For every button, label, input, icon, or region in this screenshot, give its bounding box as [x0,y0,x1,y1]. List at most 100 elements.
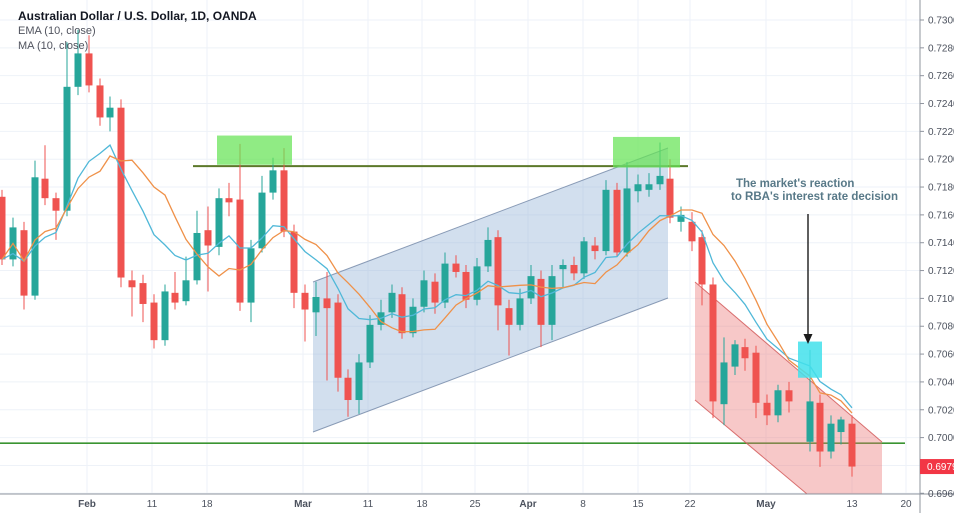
candle[interactable] [837,416,845,445]
candle[interactable] [494,230,502,331]
price-axis-label[interactable]: 0.69600 [928,489,954,500]
candle[interactable] [312,281,320,336]
candle[interactable] [150,294,158,349]
price-axis-label[interactable]: 0.72400 [928,99,954,110]
candle[interactable] [452,255,460,278]
candle[interactable] [441,252,449,309]
candle[interactable] [106,96,114,132]
price-axis-label[interactable]: 0.72800 [928,43,954,54]
candle[interactable] [559,259,567,288]
candle[interactable] [128,270,136,317]
candle[interactable] [247,239,255,323]
candle[interactable] [258,175,266,253]
candle[interactable] [41,145,49,206]
candle[interactable] [236,143,244,311]
price-axis-label[interactable]: 0.71600 [928,210,954,221]
time-axis-label[interactable]: 8 [580,499,586,510]
indicator-ema-label[interactable]: EMA (10, close) [18,25,96,37]
candle[interactable] [720,337,728,426]
candle[interactable] [204,206,212,292]
candle[interactable] [570,256,578,281]
candle[interactable] [301,284,309,342]
candle[interactable] [420,270,428,313]
candle[interactable] [344,369,352,417]
rba-annotation[interactable]: The market's reaction to RBA's interest … [731,178,898,204]
candle[interactable] [537,270,545,348]
time-axis-label[interactable]: 11 [363,499,374,510]
candle[interactable] [752,345,760,419]
candle[interactable] [366,315,374,368]
indicator-ma-label[interactable]: MA (10, close) [18,40,89,52]
time-axis-label[interactable]: 22 [684,499,696,510]
price-axis-label[interactable]: 0.72600 [928,71,954,82]
candle[interactable] [602,180,610,256]
candle[interactable] [827,415,835,459]
candle[interactable] [816,394,824,467]
price-axis-label[interactable]: 0.72200 [928,127,954,138]
candle[interactable] [388,284,396,318]
time-axis-label[interactable]: 25 [469,499,481,510]
candle[interactable] [484,227,492,272]
candle[interactable] [0,189,6,265]
candle[interactable] [785,381,793,413]
candle[interactable] [96,78,104,126]
price-axis-label[interactable]: 0.73000 [928,16,954,27]
candle[interactable] [323,271,331,381]
time-axis-label[interactable]: Apr [519,499,536,510]
time-axis-label[interactable]: 20 [900,499,912,510]
candle[interactable] [290,224,298,309]
candle[interactable] [225,182,233,217]
price-axis-label[interactable]: 0.70400 [928,377,954,388]
candle[interactable] [645,173,653,197]
candle[interactable] [591,237,599,260]
candle[interactable] [161,284,169,346]
candle[interactable] [74,29,82,96]
candle[interactable] [763,394,771,426]
candle[interactable] [63,42,71,217]
candle[interactable] [473,258,481,306]
candle[interactable] [731,340,739,375]
candle[interactable] [774,384,782,423]
candle[interactable] [398,287,406,339]
candle[interactable] [516,288,524,331]
candle[interactable] [505,299,513,356]
candle[interactable] [334,294,342,392]
price-axis-label[interactable]: 0.71200 [928,266,954,277]
candle[interactable] [139,274,147,323]
candle[interactable] [634,174,642,203]
candle[interactable] [709,277,717,419]
price-axis-label[interactable]: 0.71000 [928,294,954,305]
candle[interactable] [580,237,588,279]
price-axis-label[interactable]: 0.71800 [928,183,954,194]
price-axis-label[interactable]: 0.70200 [928,405,954,416]
candle[interactable] [171,271,179,310]
candle[interactable] [688,212,696,252]
price-axis-label[interactable]: 0.70800 [928,322,954,333]
time-axis-label[interactable]: Mar [294,499,312,510]
candle[interactable] [848,415,856,477]
candle[interactable] [355,354,363,414]
candle[interactable] [698,230,706,306]
candle[interactable] [9,217,17,267]
price-axis-label[interactable]: 0.71400 [928,238,954,249]
candle[interactable] [85,35,93,93]
time-axis-label[interactable]: 15 [632,499,644,510]
time-axis-label[interactable]: Feb [78,499,96,510]
time-axis-label[interactable]: 11 [147,499,158,510]
candle[interactable] [20,221,28,310]
candle[interactable] [31,160,39,300]
candle[interactable] [462,264,470,309]
candle[interactable] [623,161,631,257]
time-axis-label[interactable]: 18 [416,499,428,510]
time-axis-label[interactable]: 18 [201,499,213,510]
candle[interactable] [666,159,674,224]
candle[interactable] [193,210,201,285]
price-axis-label[interactable]: 0.70600 [928,350,954,361]
candle[interactable] [548,264,556,341]
candle[interactable] [269,157,277,200]
candle[interactable] [613,182,621,257]
time-axis-label[interactable]: 13 [846,499,858,510]
candle[interactable] [117,99,125,288]
price-axis-label[interactable]: 0.72000 [928,155,954,166]
